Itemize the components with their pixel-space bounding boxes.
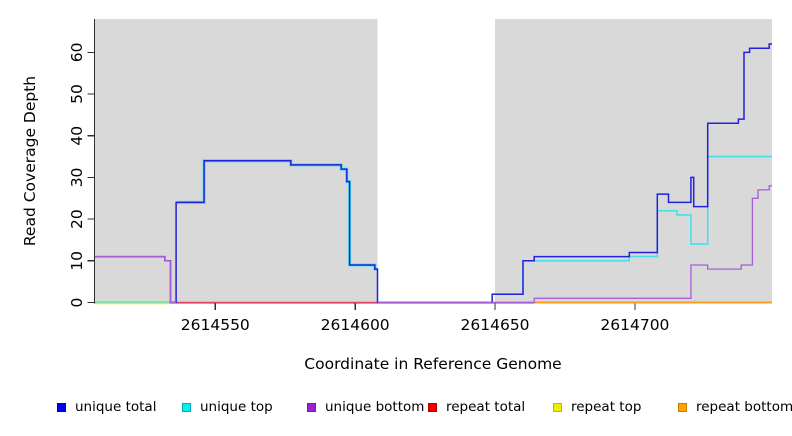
y-tick-label: 20 (68, 209, 86, 229)
x-tick-label: 2614650 (461, 316, 530, 334)
y-tick-label: 10 (68, 251, 86, 271)
x-tick-label: 2614600 (321, 316, 390, 334)
y-axis-title: Read Coverage Depth (21, 76, 39, 246)
series-line-unique-total (95, 43, 772, 304)
y-tick-label: 50 (68, 84, 86, 104)
y-tick-label: 40 (68, 126, 86, 146)
series-line-unique-bottom (95, 255, 177, 304)
y-tick-label: 30 (68, 168, 86, 188)
series-line-unique-top (492, 155, 772, 295)
plot-background-regions (95, 19, 772, 303)
right-gray-region (495, 19, 772, 303)
coverage-series-lines (95, 43, 772, 305)
x-axis-title: Coordinate in Reference Genome (304, 355, 561, 373)
x-tick-label: 2614700 (600, 316, 669, 334)
x-tick-label: 2614550 (181, 316, 250, 334)
series-line-unique-bottom (377, 185, 772, 304)
y-tick-label: 0 (68, 298, 86, 308)
axes: 2614550 2614600 2614650 2614700 0 10 20 30 40 50 6… (68, 19, 772, 334)
y-tick-label: 60 (68, 42, 86, 62)
